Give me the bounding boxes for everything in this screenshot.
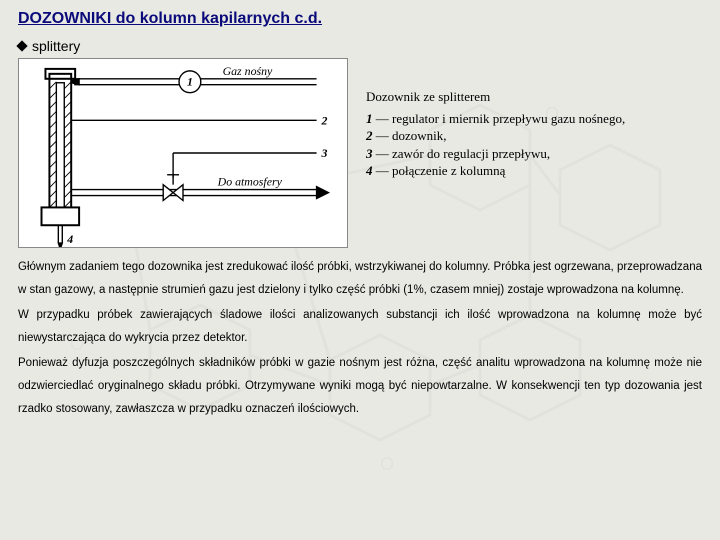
diamond-bullet-icon bbox=[16, 40, 27, 51]
paragraph-2: W przypadku próbek zawierających śladowe… bbox=[18, 304, 702, 350]
diagram-num-4: 4 bbox=[66, 232, 73, 246]
legend-line-2: 2 — dozownik, bbox=[366, 127, 625, 145]
diagram-num-2: 2 bbox=[321, 113, 328, 127]
paragraph-1: Głównym zadaniem tego dozownika jest zre… bbox=[18, 256, 702, 302]
body-text: Głównym zadaniem tego dozownika jest zre… bbox=[18, 256, 702, 421]
splitter-diagram: 1 2 3 4 Gaz nośny Do atmosfery bbox=[18, 58, 348, 248]
paragraph-3: Ponieważ dyfuzja poszczególnych składnik… bbox=[18, 352, 702, 421]
diagram-label-atm: Do atmosfery bbox=[217, 175, 283, 189]
diagram-legend: Dozownik ze splitterem 1 — regulator i m… bbox=[366, 88, 625, 180]
legend-title: Dozownik ze splitterem bbox=[366, 88, 625, 106]
diagram-label-gas: Gaz nośny bbox=[223, 64, 273, 78]
slide: DOZOWNIKI do kolumn kapilarnych c.d. spl… bbox=[0, 0, 720, 540]
legend-line-1: 1 — regulator i miernik przepływu gazu n… bbox=[366, 110, 625, 128]
legend-line-3: 3 — zawór do regulacji przepływu, bbox=[366, 145, 625, 163]
slide-title: DOZOWNIKI do kolumn kapilarnych c.d. bbox=[18, 10, 702, 28]
diagram-area: 1 2 3 4 Gaz nośny Do atmosfery Dozownik … bbox=[18, 58, 702, 248]
diagram-num-3: 3 bbox=[321, 146, 328, 160]
diagram-num-1: 1 bbox=[187, 75, 193, 89]
bullet-text: splittery bbox=[32, 38, 80, 54]
bullet-row: splittery bbox=[18, 38, 702, 54]
legend-line-4: 4 — połączenie z kolumną bbox=[366, 162, 625, 180]
